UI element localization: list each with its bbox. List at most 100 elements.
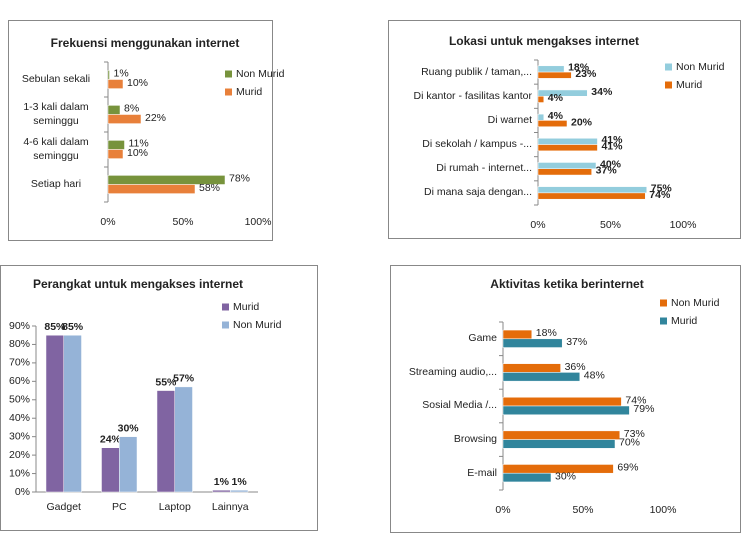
value-label: 36% — [565, 361, 586, 373]
chart-title: Perangkat untuk mengakses internet — [33, 277, 243, 291]
category-label-box: Sosial Media /... — [422, 399, 497, 411]
value-label: 4% — [548, 110, 564, 122]
bar — [107, 149, 124, 159]
x-tick-label: 50% — [172, 216, 193, 228]
value-label: 10% — [127, 147, 148, 159]
legend-label: Murid — [236, 86, 262, 98]
category-label: 1-3 kali dalam seminggu — [23, 101, 89, 127]
value-label: 58% — [199, 182, 220, 194]
bar — [502, 472, 552, 483]
category-label: Di warnet — [487, 113, 532, 126]
category-label-box: Sebulan sekali — [21, 72, 91, 85]
bar — [537, 162, 597, 169]
category-label-box: Browsing — [453, 433, 497, 446]
category-label: Browsing — [453, 433, 497, 446]
y-tick-label: 60% — [9, 375, 30, 387]
y-tick-label: 10% — [9, 467, 30, 479]
x-tick-label: Laptop — [159, 501, 191, 513]
bar — [537, 89, 588, 97]
bar — [502, 464, 614, 474]
bar — [502, 372, 581, 382]
value-label: 4% — [548, 92, 564, 104]
category-label: Game — [468, 332, 497, 345]
bar — [537, 144, 598, 152]
legend-label: Non Murid — [236, 68, 285, 80]
category-label: Streaming audio,... — [408, 365, 497, 378]
x-tick-label: 50% — [600, 219, 621, 231]
value-label: 24% — [100, 434, 122, 446]
bar — [502, 430, 621, 440]
legend-label: Non Murid — [233, 319, 282, 331]
bar — [502, 338, 563, 348]
value-label: 18% — [568, 62, 590, 74]
y-tick-label: 80% — [9, 338, 30, 350]
category-label: Sebulan sekali — [21, 72, 91, 85]
legend-swatch — [225, 70, 232, 78]
x-tick-label: 100% — [245, 216, 272, 228]
value-label: 85% — [44, 321, 66, 333]
value-label: 74% — [649, 189, 671, 201]
bar — [107, 79, 124, 89]
bar — [502, 329, 533, 340]
bar — [502, 439, 616, 449]
category-label-box: Ruang publik / taman,... — [421, 65, 532, 78]
bar — [212, 489, 231, 493]
value-label: 75% — [651, 183, 673, 195]
x-tick-label: 0% — [530, 219, 545, 231]
value-label: 41% — [601, 141, 623, 153]
value-label: 20% — [571, 116, 593, 128]
x-tick-label: Gadget — [47, 501, 82, 513]
value-label: 1% — [232, 476, 248, 488]
category-label: Di kantor - fasilitas kantor — [413, 89, 532, 102]
x-tick-label: Lainnya — [212, 501, 249, 513]
chart-title: Frekuensi menggunakan internet — [51, 36, 240, 50]
legend-swatch — [225, 88, 232, 96]
category-label-box: Game — [468, 332, 497, 345]
value-label: 48% — [584, 370, 605, 382]
value-label: 69% — [617, 462, 638, 474]
category-label: Di rumah - internet... — [436, 162, 532, 175]
value-label: 78% — [229, 173, 250, 185]
value-label: 34% — [591, 86, 613, 98]
bar — [101, 447, 120, 493]
chart-frame — [8, 20, 273, 241]
y-tick-label: 0% — [15, 486, 30, 498]
x-tick-label: 100% — [670, 219, 697, 231]
bar — [537, 113, 545, 121]
legend-swatch — [222, 321, 229, 329]
y-tick-label: 40% — [9, 412, 30, 424]
value-label: 8% — [124, 103, 139, 115]
bar — [107, 70, 110, 80]
x-tick-label: 0% — [100, 216, 115, 228]
category-label: Di sekolah / kampus -... — [422, 138, 532, 151]
bar — [107, 105, 121, 115]
category-label: Di mana saja dengan... — [424, 186, 532, 199]
y-tick-label: 50% — [9, 394, 30, 406]
chart-title: Lokasi untuk mengakses internet — [449, 34, 639, 48]
bar — [107, 184, 196, 194]
legend-swatch — [660, 299, 667, 307]
category-label-box: Di kantor - fasilitas kantor — [413, 89, 532, 102]
bar — [156, 390, 176, 493]
category-label-box: Setiap hari — [30, 177, 82, 190]
category-label-box: Di warnet — [487, 113, 532, 126]
category-label: Setiap hari — [30, 177, 82, 190]
category-label-box: Di mana saja dengan... — [424, 186, 532, 199]
x-tick-label: 100% — [650, 504, 677, 516]
category-label: E-mail — [467, 466, 497, 479]
y-tick-label: 70% — [9, 357, 30, 369]
category-label: Ruang publik / taman,... — [421, 65, 532, 78]
bar — [502, 397, 622, 407]
legend-swatch — [222, 303, 229, 311]
value-label: 41% — [601, 134, 623, 146]
bar — [63, 334, 82, 493]
bar — [107, 114, 142, 124]
value-label: 18% — [536, 327, 557, 339]
legend-swatch — [660, 317, 667, 325]
value-label: 74% — [625, 394, 646, 406]
value-label: 37% — [566, 336, 587, 348]
category-label-box: 4-6 kali dalam seminggu — [23, 136, 88, 161]
bar — [230, 489, 249, 493]
